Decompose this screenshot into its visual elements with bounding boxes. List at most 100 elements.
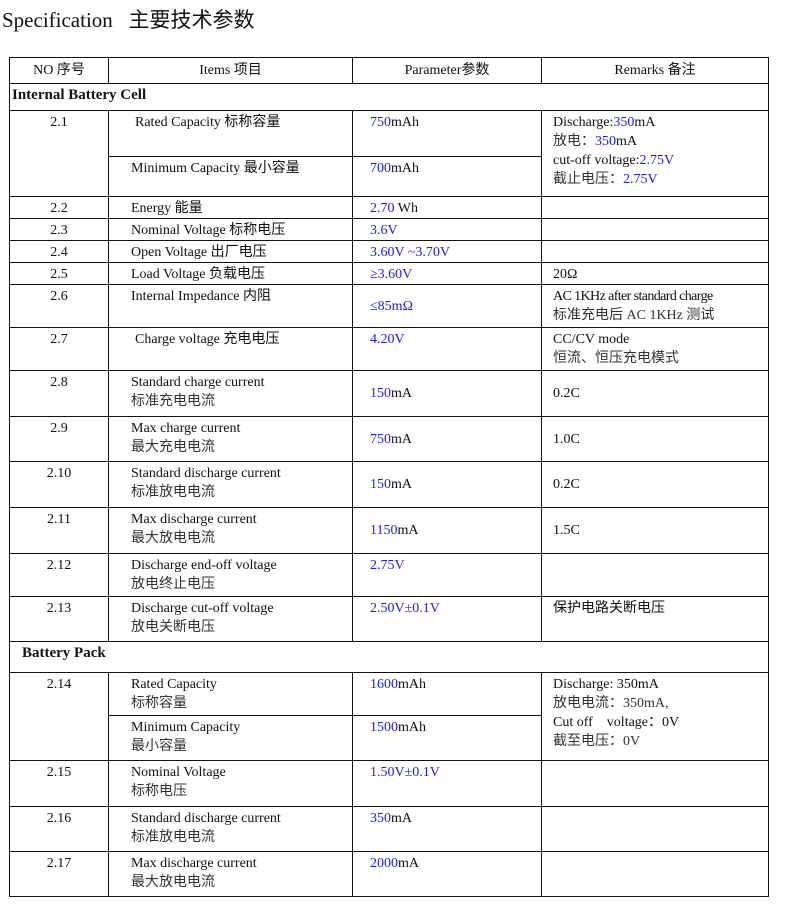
row-remarks: Discharge: 350mA 放电电流：350mA, Cut off volta… [541, 672, 769, 761]
value-unit: mA [391, 386, 412, 401]
row-no: 2.3 [9, 218, 109, 241]
header-remarks: Remarks 备注 [541, 57, 769, 84]
value-number: 2.50V±0.1V [370, 601, 440, 616]
value-unit: mAh [398, 720, 426, 735]
remark-text: Discharge: [553, 115, 614, 130]
remark-unit: mA [616, 134, 637, 149]
item-en: Standard discharge current [131, 466, 281, 481]
row-remarks [541, 240, 769, 263]
row-item: Rated Capacity 标称容量 [108, 672, 353, 716]
remark-value: 2.75V [639, 153, 675, 168]
row-value: 2.75V [352, 553, 542, 597]
table-row: 2.1 Rated Capacity 标称容量 750mAh Discharge… [9, 110, 769, 197]
row-item: Max charge current 最大充电电流 [108, 416, 353, 462]
row-no: 2.10 [9, 461, 109, 508]
remark-line: Discharge: 350mA [553, 677, 659, 692]
value-number: 350 [370, 811, 391, 826]
row-no: 2.14 [9, 672, 109, 761]
table-row: 2.10 Standard discharge current 标准放电电流 150m… [9, 461, 769, 508]
value-number: 1.50V±0.1V [370, 765, 440, 780]
row-no: 2.12 [9, 553, 109, 597]
value-unit: mAh [398, 677, 426, 692]
remark-line: 放电：350mA [553, 132, 768, 151]
table-row: Minimum Capacity 最小容量 700mAh [10, 156, 769, 197]
row-item: Standard discharge current 标准放电电流 [108, 806, 353, 852]
item-cn: 标准充电电流 [131, 394, 215, 409]
row-value: 750mAh [352, 110, 542, 157]
table-row: 2.14 Rated Capacity 标称容量 1600mAh Discharge: … [9, 672, 769, 761]
row-value: 3.6V [352, 218, 542, 241]
row-no: 2.4 [9, 240, 109, 263]
value-unit: mA [391, 811, 412, 826]
row-value: ≤85mΩ [352, 284, 542, 328]
value-unit: Wh [394, 201, 418, 216]
value-unit: mAh [391, 161, 419, 176]
item-en: Standard charge current [131, 375, 265, 390]
item-en: Discharge end-off voltage [131, 558, 277, 573]
row-item: Energy 能量 [108, 196, 353, 219]
row-item: Rated Capacity 标称容量 [108, 110, 353, 157]
row-value: 700mAh [352, 156, 542, 197]
row-no: 2.1 [9, 110, 109, 197]
table-row: 2.7 Charge voltage 充电电压 4.20V CC/CV mode… [9, 327, 769, 371]
row-no: 2.5 [9, 262, 109, 285]
row-value: 1500mAh [352, 715, 542, 761]
table-row: 2.4 Open Voltage 出厂电压 3.60V ~3.70V [9, 240, 769, 263]
item-cn: 最小容量 [131, 739, 187, 754]
remark-value: 350 [613, 115, 635, 130]
row-item: Standard discharge current 标准放电电流 [108, 461, 353, 508]
row-value: 150mA [352, 370, 542, 417]
section-row: Battery Pack [9, 641, 769, 673]
row-item: Max discharge current 最大放电电流 [108, 851, 353, 897]
value-number: 2.70 [370, 201, 395, 216]
remark-line: cut-off voltage:2.75V [553, 151, 768, 170]
value-number: 1500 [370, 720, 398, 735]
row-value: 2.50V±0.1V [352, 596, 542, 642]
table-row: 2.17 Max discharge current 最大放电电流 2000mA [9, 851, 769, 897]
remark-text: 放电： [553, 134, 595, 149]
value-unit: mA [391, 431, 412, 447]
row-remarks [541, 218, 769, 241]
table-row: 2.5 Load Voltage 负载电压 ≥3.60V 20Ω [9, 262, 769, 285]
row-item: Discharge cut-off voltage 放电关断电压 [108, 596, 353, 642]
row-item: Internal Impedance 内阻 [108, 284, 353, 328]
row-no: 2.2 [9, 196, 109, 219]
row-item: Load Voltage 负载电压 [108, 262, 353, 285]
row-value: 750mA [352, 416, 542, 462]
item-en: Discharge cut-off voltage [131, 601, 274, 616]
item-cn: 放电终止电压 [131, 577, 215, 592]
remark-line: Discharge:350mA [553, 113, 768, 132]
row-value: 2.70 Wh [352, 196, 542, 219]
value-number: 1600 [370, 677, 398, 692]
row-item: Nominal Voltage 标称电压 [108, 218, 353, 241]
value-number: 750 [370, 431, 391, 447]
row-item: Charge voltage 充电电压 [108, 327, 353, 371]
page-title: Specification 主要技术参数 [2, 8, 255, 32]
item-en: Max charge current [131, 421, 241, 436]
value-number: 2000 [370, 856, 398, 871]
row-value: 1600mAh [352, 672, 542, 716]
item-cn: 标准放电电流 [131, 485, 215, 500]
row-item: Discharge end-off voltage 放电终止电压 [108, 553, 353, 597]
table-row: 2.8 Standard charge current 标准充电电流 150mA 0.2… [9, 370, 769, 417]
table-row: 2.3 Nominal Voltage 标称电压 3.6V [9, 218, 769, 241]
value-unit: mA [391, 477, 412, 492]
table-row: 2.16 Standard discharge current 标准放电电流 350m… [9, 806, 769, 852]
table-header: NO 序号 Items 项目 Parameter参数 Remarks 备注 [9, 57, 769, 84]
row-value: 4.20V [352, 327, 542, 371]
row-remarks: 1.5C [541, 507, 769, 554]
row-no: 2.7 [9, 327, 109, 371]
table-row: 2.11 Max discharge current 最大放电电流 1150mA 1.5… [9, 507, 769, 554]
row-item: Nominal Voltage 标称电压 [108, 760, 353, 807]
table-row: 2.6 Internal Impedance 内阻 ≤85mΩ AC 1KHz … [9, 284, 769, 328]
remark-line: CC/CV mode [553, 332, 630, 347]
row-no: 2.13 [9, 596, 109, 642]
row-value: 1.50V±0.1V [352, 760, 542, 807]
section-row: Internal Battery Cell [9, 83, 769, 111]
row-value: 2000mA [352, 851, 542, 897]
item-cn: 标称电压 [131, 784, 187, 799]
section-internal-battery-cell: Internal Battery Cell [9, 83, 769, 111]
item-en: Max discharge current [131, 856, 257, 871]
remark-value: 2.75V [623, 172, 658, 187]
row-remarks: AC 1KHz after standard charge 标准充电后 AC 1K… [541, 284, 769, 328]
